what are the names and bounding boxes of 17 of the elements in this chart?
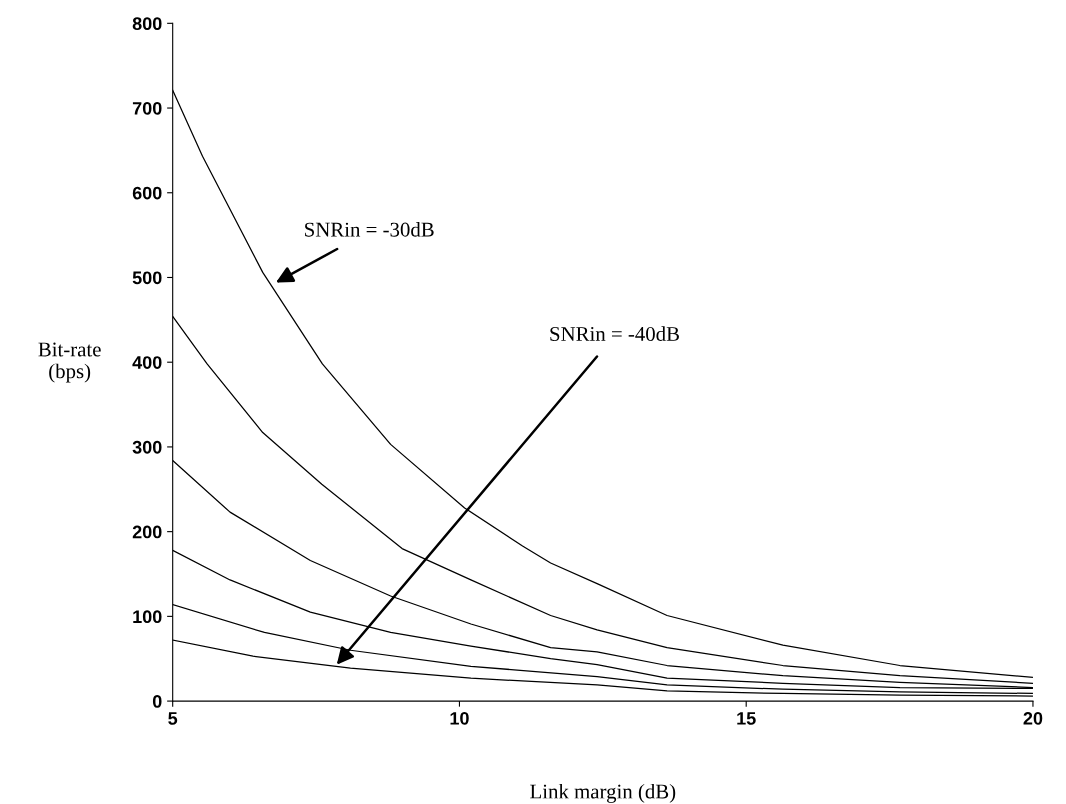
y-tick-label: 200 xyxy=(132,525,162,539)
y-tick-label: 400 xyxy=(132,356,162,369)
annotation: SNRin = -40dB xyxy=(550,326,679,341)
annotation: SNRin = -30dB xyxy=(305,222,434,237)
y-tick-label: 800 xyxy=(132,17,162,31)
y-tick-label: 600 xyxy=(132,186,162,200)
x-tick-label: 5 xyxy=(168,712,178,725)
y-tick-label: 100 xyxy=(133,610,162,624)
y-tick-label: 700 xyxy=(132,101,162,115)
y-tick-label: 0 xyxy=(152,695,162,708)
y-axis-title: Bit-rate (bps) xyxy=(38,342,101,383)
y-tick-label: 500 xyxy=(132,271,162,285)
y-tick-label: 300 xyxy=(132,440,162,454)
x-tick-label: 15 xyxy=(737,712,756,725)
x-axis-title: Link margin (dB) xyxy=(530,783,676,803)
x-tick-label: 10 xyxy=(450,711,469,725)
x-tick-label: 20 xyxy=(1023,711,1043,725)
